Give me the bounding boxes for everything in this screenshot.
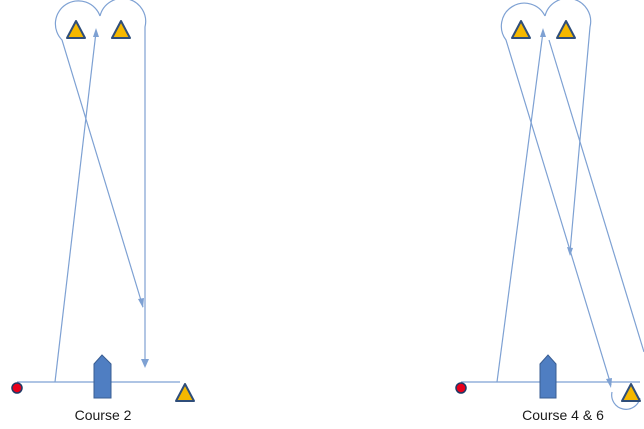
- course-4-6-diagram: Course 4 & 6: [455, 0, 644, 423]
- start-mark-icon: [175, 383, 195, 402]
- upwind-leg: [54, 31, 97, 383]
- arrowhead: [138, 298, 144, 308]
- final-leg: [99, 0, 147, 365]
- pin-end-buoy-icon: [455, 382, 467, 394]
- downwind-diagonal-leg: [500, 2, 612, 386]
- arrowhead: [567, 247, 573, 256]
- arrowhead: [93, 28, 99, 37]
- windward-mark-left-icon: [66, 20, 86, 39]
- course-2-diagram: Course 2: [11, 0, 195, 423]
- return-upwind-leg: [548, 39, 644, 353]
- windward-mark-right-icon: [556, 20, 576, 39]
- pin-end-buoy-icon: [11, 382, 23, 394]
- committee-boat-icon: [93, 354, 112, 399]
- reach-leg: [544, 0, 592, 253]
- arrowhead: [141, 359, 149, 368]
- leeward-mark-icon: [621, 383, 641, 402]
- windward-mark-right-icon: [111, 20, 131, 39]
- course-2-caption: Course 2: [75, 407, 132, 423]
- committee-boat-icon: [539, 354, 557, 399]
- downwind-diagonal-leg: [54, 0, 144, 308]
- leeward-rounding: [611, 391, 641, 410]
- upwind-leg: [496, 31, 544, 383]
- windward-mark-left-icon: [511, 20, 531, 39]
- arrowhead: [606, 378, 612, 388]
- arrowhead: [540, 28, 546, 37]
- course-4-6-caption: Course 4 & 6: [522, 407, 604, 423]
